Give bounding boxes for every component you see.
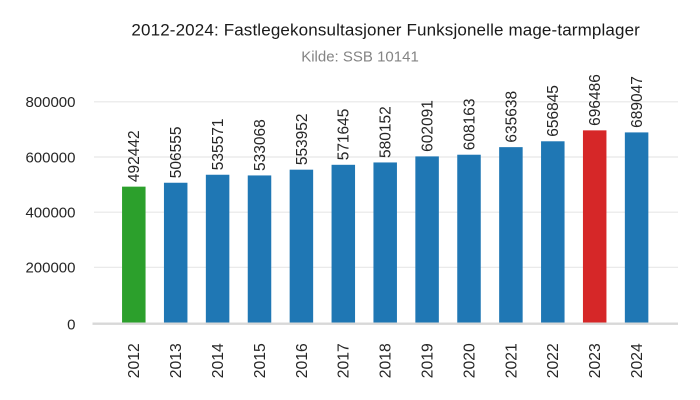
svg-text:Kilde: SSB 10141: Kilde: SSB 10141 <box>301 48 419 65</box>
svg-text:2013: 2013 <box>168 343 185 378</box>
svg-text:635638: 635638 <box>503 91 520 143</box>
svg-text:553952: 553952 <box>294 113 311 165</box>
svg-text:2021: 2021 <box>503 343 520 378</box>
svg-text:696486: 696486 <box>587 74 604 126</box>
svg-text:533068: 533068 <box>252 119 269 171</box>
svg-text:0: 0 <box>67 316 75 333</box>
svg-text:608163: 608163 <box>461 98 478 150</box>
svg-text:2017: 2017 <box>336 343 353 378</box>
svg-text:580152: 580152 <box>378 106 395 158</box>
svg-text:2019: 2019 <box>420 343 437 378</box>
svg-text:535571: 535571 <box>210 119 227 171</box>
svg-text:2023: 2023 <box>587 343 604 378</box>
svg-text:656845: 656845 <box>545 85 562 137</box>
svg-text:400000: 400000 <box>25 205 75 222</box>
svg-text:200000: 200000 <box>25 260 75 277</box>
svg-text:2012: 2012 <box>126 343 143 378</box>
svg-text:2022: 2022 <box>545 343 562 378</box>
svg-text:571645: 571645 <box>336 109 353 161</box>
svg-text:506555: 506555 <box>168 127 185 179</box>
svg-text:2014: 2014 <box>210 343 227 378</box>
svg-text:492442: 492442 <box>126 130 143 182</box>
svg-text:2012-2024: Fastlegekonsultasjo: 2012-2024: Fastlegekonsultasjoner Funksj… <box>131 21 640 40</box>
svg-text:2020: 2020 <box>461 343 478 378</box>
svg-text:600000: 600000 <box>25 149 75 166</box>
svg-text:2018: 2018 <box>378 343 395 378</box>
svg-text:800000: 800000 <box>25 94 75 111</box>
svg-text:2015: 2015 <box>252 343 269 378</box>
svg-text:689047: 689047 <box>629 76 646 128</box>
svg-text:602091: 602091 <box>420 100 437 152</box>
svg-text:2016: 2016 <box>294 343 311 378</box>
svg-text:2024: 2024 <box>629 343 646 378</box>
